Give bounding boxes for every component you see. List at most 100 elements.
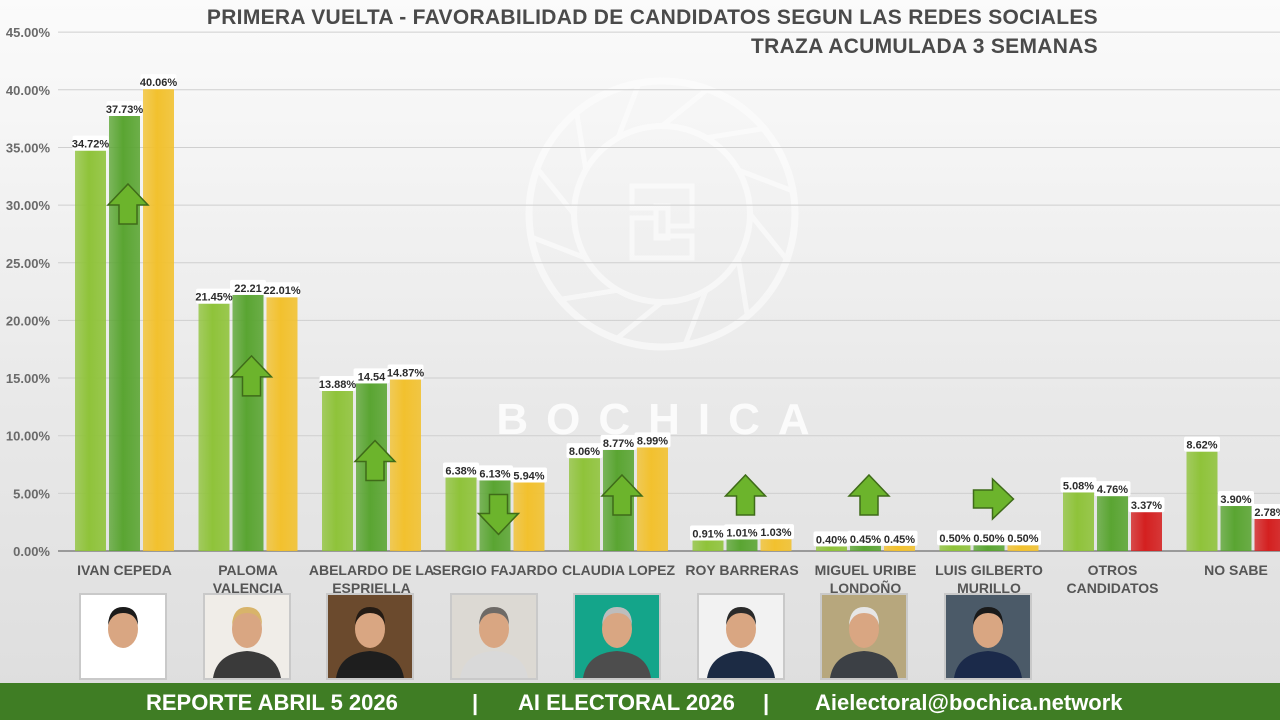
category-label: ROY BARRERAS	[685, 562, 798, 578]
data-label-box	[1128, 497, 1165, 513]
data-label: 6.38%	[445, 465, 476, 477]
bar	[513, 482, 545, 551]
data-label-box	[566, 443, 603, 459]
data-label-box	[477, 465, 513, 481]
candidate-photo	[326, 593, 414, 680]
data-label: 5.94%	[513, 471, 544, 483]
y-tick-label: 20.00%	[6, 313, 51, 328]
chart-subtitle: TRAZA ACUMULADA 3 SEMANAS	[751, 35, 1098, 58]
category-label: VALENCIA	[213, 580, 284, 596]
data-label-box	[881, 530, 918, 546]
data-label: 2.78%	[1254, 507, 1280, 519]
data-label: 1.01%	[726, 527, 757, 539]
candidate-photo	[820, 593, 908, 680]
data-label: 37.73%	[106, 104, 144, 116]
data-label-box	[353, 368, 390, 384]
y-tick-label: 5.00%	[13, 486, 50, 501]
category-label: IVAN CEPEDA	[77, 562, 172, 578]
candidate-photo	[202, 593, 291, 680]
data-label-box	[813, 531, 850, 547]
bar	[232, 294, 264, 551]
data-label-box	[387, 364, 424, 380]
bar	[637, 447, 668, 551]
category-label: SERGIO FAJARDO	[432, 562, 557, 578]
candidate-photo	[573, 593, 661, 680]
data-label: 8.99%	[637, 435, 668, 447]
data-label: 0.40%	[816, 534, 847, 546]
bar	[1186, 451, 1218, 551]
data-label-box	[511, 467, 547, 483]
data-label-box	[971, 530, 1007, 546]
y-tick-label: 30.00%	[6, 198, 51, 213]
data-label-box	[600, 434, 637, 450]
trend-right-arrow-icon	[972, 477, 1015, 521]
bar	[816, 546, 847, 551]
bar	[75, 150, 106, 551]
bar	[726, 539, 758, 551]
data-label: 40.06%	[140, 77, 178, 89]
data-label: 21.45%	[195, 292, 233, 304]
bar	[1063, 492, 1094, 551]
data-label-box	[758, 524, 794, 540]
bar-chart: BOCHICA0.00%5.00%10.00%15.00%20.00%25.00…	[6, 25, 1280, 596]
bar	[109, 115, 140, 552]
y-tick-label: 25.00%	[6, 256, 51, 271]
footer-separator: |	[472, 690, 479, 715]
y-tick-label: 10.00%	[6, 429, 51, 444]
data-label-box	[319, 375, 356, 391]
y-tick-label: 35.00%	[6, 140, 51, 155]
y-tick-label: 15.00%	[6, 371, 51, 386]
data-label: 34.72%	[72, 139, 110, 151]
bar	[760, 539, 792, 551]
bar	[692, 540, 724, 551]
bar	[322, 390, 353, 551]
data-label: 3.37%	[1131, 500, 1162, 512]
data-label: 13.88%	[319, 379, 357, 391]
footer-bar: REPORTE ABRIL 5 2026 | AI ELECTORAL 2026…	[0, 683, 1280, 720]
bar	[939, 545, 971, 551]
bar	[266, 297, 298, 551]
data-label-box	[443, 462, 479, 478]
bar	[1131, 512, 1162, 551]
data-label-box	[690, 525, 726, 541]
footer-email: Aielectoral@bochica.network	[815, 690, 1123, 715]
category-label: LUIS GILBERTO	[935, 562, 1043, 578]
data-label-box	[1005, 530, 1041, 546]
data-label-box	[937, 530, 973, 546]
data-label-box	[1094, 481, 1131, 497]
category-label: MIGUEL URIBE	[815, 562, 917, 578]
bar	[1220, 506, 1252, 551]
data-label-box	[1184, 436, 1220, 452]
trend-up-arrow-icon	[600, 473, 644, 516]
data-label: 5.08%	[1063, 480, 1094, 492]
bar	[198, 303, 230, 551]
category-label: NO SABE	[1204, 562, 1268, 578]
data-label: 0.45%	[884, 534, 915, 546]
data-label-box	[1060, 477, 1097, 493]
data-label-box	[196, 288, 232, 304]
bar	[569, 458, 600, 551]
category-label: MURILLO	[957, 580, 1021, 596]
footer-app-name: AI ELECTORAL 2026	[518, 690, 735, 715]
data-label-box	[847, 530, 884, 546]
data-label-box	[140, 74, 177, 90]
bar	[143, 89, 174, 551]
bar	[1254, 518, 1280, 551]
bar	[884, 545, 915, 551]
bar	[973, 545, 1005, 551]
chart-title: PRIMERA VUELTA - FAVORABILIDAD DE CANDID…	[206, 6, 1098, 29]
data-label: 8.62%	[1186, 440, 1217, 452]
category-label: ESPRIELLA	[332, 580, 411, 596]
y-tick-label: 0.00%	[13, 544, 50, 559]
trend-up-arrow-icon	[723, 473, 768, 516]
data-label-box	[106, 100, 143, 116]
category-label: CLAUDIA LOPEZ	[562, 562, 675, 578]
category-label: OTROS	[1088, 562, 1138, 578]
trend-up-arrow-icon	[229, 354, 274, 397]
data-label: 22.21	[234, 283, 262, 295]
y-tick-label: 45.00%	[6, 25, 51, 40]
trend-up-arrow-icon	[353, 439, 397, 482]
footer-separator: |	[763, 690, 770, 715]
trend-up-arrow-icon	[847, 473, 891, 516]
data-label: 8.77%	[603, 438, 634, 450]
